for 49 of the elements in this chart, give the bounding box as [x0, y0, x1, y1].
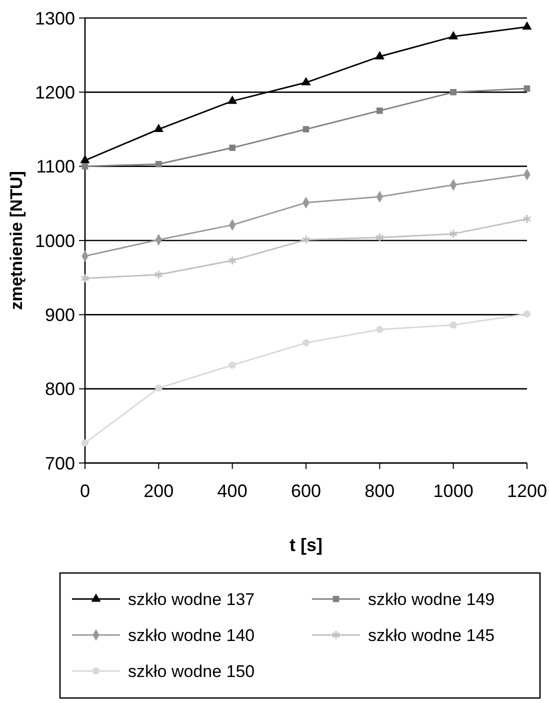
point [229, 144, 236, 151]
point [376, 108, 383, 114]
y-tick-label: 900 [44, 304, 75, 325]
point [449, 229, 458, 239]
point [80, 154, 90, 164]
x-tick-label: 200 [144, 481, 174, 501]
point [448, 30, 458, 40]
y-tick-label: 700 [44, 453, 75, 474]
point [524, 85, 530, 92]
y-tick-label: 1300 [34, 8, 75, 28]
legend-label: szkło wodne 137 [128, 590, 255, 609]
point [154, 124, 164, 132]
y-tick-label: 1200 [34, 82, 75, 102]
point [302, 234, 310, 245]
point [154, 270, 163, 280]
point [523, 310, 531, 318]
legend-label: szkło wodne 140 [128, 626, 255, 645]
y-tick-label: 1100 [36, 156, 75, 177]
point [375, 232, 384, 242]
x-tick-label: 400 [217, 481, 248, 501]
x-axis-title: t [s] [290, 535, 322, 555]
point [450, 321, 457, 329]
point [80, 274, 90, 284]
x-tick-label: 1200 [506, 481, 548, 501]
point [301, 76, 311, 86]
point [302, 339, 310, 346]
y-axis-title: zmętnienie [NTU] [7, 171, 26, 310]
point [228, 96, 238, 104]
point [228, 256, 237, 266]
point [228, 362, 236, 369]
point [155, 384, 162, 392]
y-tick-label: 800 [44, 379, 75, 400]
legend-label: szkło wodne 149 [368, 590, 495, 609]
x-tick-label: 0 [80, 481, 90, 501]
point [374, 51, 384, 60]
x-tick-label: 1000 [433, 481, 474, 501]
x-tick-label: 800 [364, 481, 395, 501]
legend-label: szkło wodne 150 [128, 662, 255, 681]
point [82, 163, 88, 170]
point [376, 326, 384, 334]
point [522, 21, 532, 30]
point [156, 160, 162, 168]
legend-label: szkło wodne 145 [368, 626, 495, 645]
point [302, 126, 310, 132]
point [522, 214, 532, 224]
y-tick-label: 1000 [34, 230, 75, 251]
point [450, 89, 456, 96]
x-tick-label: 600 [290, 481, 322, 501]
point [81, 439, 89, 447]
